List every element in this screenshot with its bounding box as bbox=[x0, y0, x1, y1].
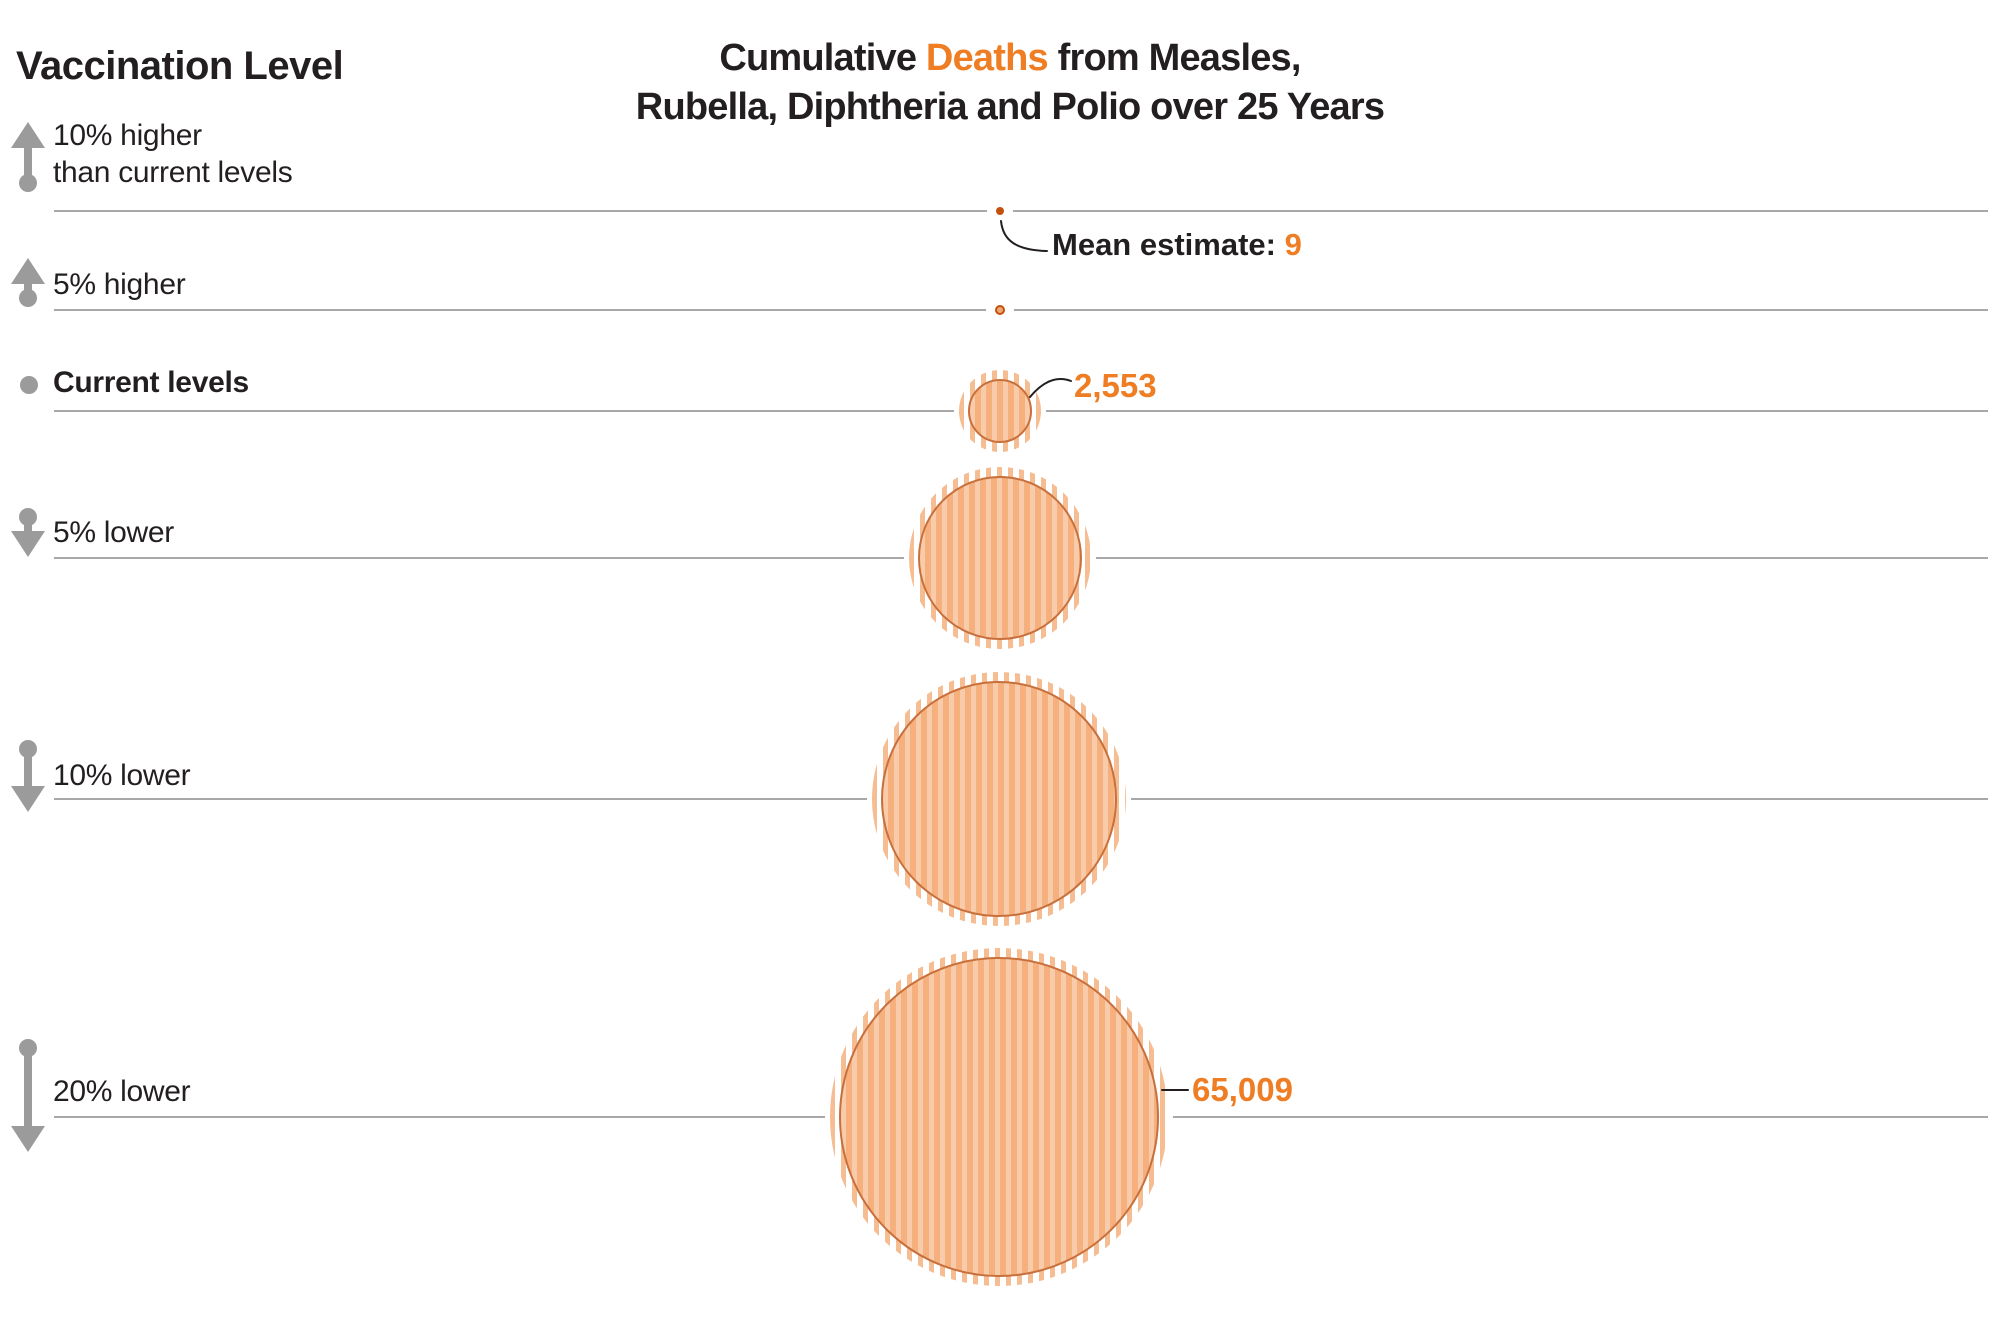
mean-estimate-connector bbox=[1000, 220, 1048, 252]
title-text: from Measles, bbox=[1057, 37, 1302, 79]
bubble-body bbox=[839, 957, 1159, 1277]
up-arrow-long-icon bbox=[11, 122, 45, 192]
title-highlight: Deaths bbox=[925, 37, 1049, 79]
bubble-body bbox=[918, 476, 1082, 640]
row-label-line1: 5% higher bbox=[53, 268, 186, 301]
current-level-bullet-icon bbox=[20, 376, 38, 394]
bubble-10pct-lower bbox=[867, 667, 1131, 931]
row-label-5pct-higher: 5% higher bbox=[53, 266, 186, 303]
row-label-5pct-lower: 5% lower bbox=[53, 514, 174, 551]
row-label-10pct-higher: 10% higher than current levels bbox=[53, 117, 293, 191]
row-label-line1: 10% higher bbox=[53, 119, 202, 152]
mean-estimate-value: 9 bbox=[1284, 227, 1302, 262]
row-label-line2: than current levels bbox=[53, 156, 293, 189]
title-line2: Rubella, Diphtheria and Polio over 25 Ye… bbox=[635, 86, 1385, 128]
lower20-value: 65,009 bbox=[1192, 1071, 1293, 1108]
row-label-line1: 20% lower bbox=[53, 1075, 191, 1108]
marker-dot-10pct-higher bbox=[996, 207, 1004, 215]
row-label-line1: 10% lower bbox=[53, 759, 191, 792]
row-label-10pct-lower: 10% lower bbox=[53, 757, 191, 794]
bubble-20pct-lower bbox=[825, 943, 1173, 1291]
current-levels-value: 2,553 bbox=[1074, 367, 1157, 404]
row-label-current-levels: Current levels bbox=[53, 364, 249, 401]
grid-line-5pct-higher bbox=[54, 309, 1988, 311]
down-arrow-medium-icon bbox=[11, 740, 45, 812]
bubble-body bbox=[968, 379, 1032, 443]
title-text: Cumulative bbox=[719, 37, 917, 79]
down-arrow-short-icon bbox=[11, 508, 45, 557]
mean-estimate-label: Mean estimate: 9 bbox=[1052, 227, 1302, 263]
marker-ring-5pct-higher bbox=[995, 305, 1005, 315]
bubble-5pct-lower bbox=[904, 462, 1096, 654]
down-arrow-long-icon bbox=[11, 1039, 45, 1152]
bubble-body bbox=[881, 681, 1117, 917]
chart-title: Cumulative Deaths from Measles, Rubella,… bbox=[510, 34, 1510, 132]
row-label-line1: 5% lower bbox=[53, 516, 174, 549]
axis-title: Vaccination Level bbox=[16, 44, 344, 88]
grid-line-10pct-higher bbox=[54, 210, 1988, 212]
mean-estimate-text: Mean estimate: bbox=[1052, 227, 1276, 262]
row-label-line1: Current levels bbox=[53, 366, 249, 399]
up-arrow-short-icon bbox=[11, 258, 45, 307]
bubble-current-levels bbox=[954, 365, 1046, 457]
row-label-20pct-lower: 20% lower bbox=[53, 1073, 191, 1110]
